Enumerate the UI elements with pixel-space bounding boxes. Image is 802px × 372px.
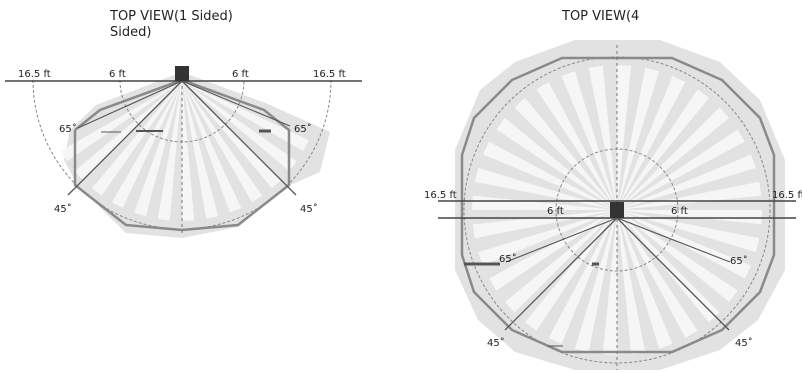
right-coverage-outline — [460, 56, 776, 354]
coverage-ray — [483, 141, 617, 210]
left-label-65-left: 65˚ — [59, 123, 77, 135]
left-label-16-5ft-right: 16.5 ft — [313, 69, 346, 80]
left-label-6ft-right: 6 ft — [232, 69, 249, 80]
right-label-16-5ft-left: 16.5 ft — [424, 190, 457, 201]
coverage-ray — [617, 210, 760, 253]
coverage-ray — [617, 67, 660, 210]
coverage-ray — [617, 154, 756, 210]
right-45-ray-right — [616, 217, 730, 331]
coverage-ray — [478, 210, 617, 266]
coverage-ray — [617, 210, 738, 302]
coverage-ray — [182, 81, 297, 171]
left-45-ray-left — [67, 80, 183, 196]
left-diagram: 16.5 ft 6 ft 6 ft 16.5 ft 65˚ 65˚ 45˚ 45… — [5, 66, 362, 238]
coverage-ray — [134, 81, 182, 217]
coverage-ray — [617, 210, 762, 225]
coverage-ray — [561, 71, 617, 210]
coverage-ray — [514, 97, 617, 210]
coverage-ray — [182, 81, 195, 221]
coverage-ray — [474, 167, 617, 210]
coverage-ray — [617, 129, 745, 210]
coverage-ray — [472, 195, 617, 210]
coverage-ray — [617, 89, 709, 210]
coverage-ray — [504, 210, 617, 313]
coverage-ray — [92, 81, 182, 196]
left-label-16-5ft-left: 16.5 ft — [18, 69, 51, 80]
coverage-ray — [617, 181, 762, 210]
left-label-65-right: 65˚ — [294, 123, 312, 135]
coverage-ray — [182, 81, 309, 151]
coverage-ray — [60, 81, 182, 162]
coverage-ray — [617, 210, 673, 349]
coverage-ray — [574, 210, 617, 353]
coverage-ray — [617, 65, 632, 210]
left-65-ray-right — [181, 80, 291, 127]
left-range-arc-16-5ft — [32, 79, 332, 230]
left-view-title: TOP VIEW(1 Sided) — [110, 9, 233, 24]
left-coverage-rays — [60, 81, 309, 221]
right-label-6ft-right: 6 ft — [671, 206, 688, 217]
right-label-65-right: 65˚ — [730, 255, 748, 267]
left-45-ray-right — [181, 80, 297, 196]
right-label-16-5ft-right: 16.5 ft — [772, 190, 802, 201]
left-label-45-left: 45˚ — [54, 203, 72, 215]
left-label-45-right: 45˚ — [300, 203, 318, 215]
coverage-ray — [157, 81, 182, 221]
coverage-ray — [617, 210, 698, 338]
right-label-45-left: 45˚ — [487, 337, 505, 349]
left-coverage-outline — [73, 78, 291, 232]
right-label-65-left: 65˚ — [499, 253, 517, 265]
coverage-ray — [182, 81, 219, 219]
left-view-title-continued: Sided) — [110, 25, 152, 40]
coverage-ray — [617, 107, 730, 210]
right-sensor — [610, 202, 624, 218]
right-diagram: 16.5 ft 6 ft 6 ft 16.5 ft 65˚ 65˚ 45˚ 45… — [424, 40, 802, 370]
left-65-ray-left — [77, 80, 183, 129]
coverage-ray — [588, 65, 617, 210]
right-45-ray-left — [504, 217, 618, 331]
right-65-ray-right — [616, 217, 731, 263]
right-label-6ft-left: 6 ft — [547, 206, 564, 217]
right-label-45-right: 45˚ — [735, 337, 753, 349]
coverage-ray — [472, 210, 617, 239]
coverage-ray — [74, 81, 182, 180]
left-sensor — [175, 66, 189, 81]
right-65-ray-left — [505, 217, 618, 263]
right-view-title: TOP VIEW(4 — [562, 9, 640, 24]
coverage-ray — [182, 81, 263, 203]
coverage-ray — [602, 210, 617, 355]
coverage-ray — [182, 81, 242, 213]
coverage-ray — [617, 210, 646, 355]
left-label-6ft-left: 6 ft — [109, 69, 126, 80]
coverage-ray — [617, 76, 686, 210]
coverage-ray — [536, 82, 617, 210]
coverage-ray — [496, 118, 617, 210]
coverage-ray — [548, 210, 617, 344]
coverage-ray — [182, 81, 281, 189]
coverage-ray — [112, 81, 182, 208]
